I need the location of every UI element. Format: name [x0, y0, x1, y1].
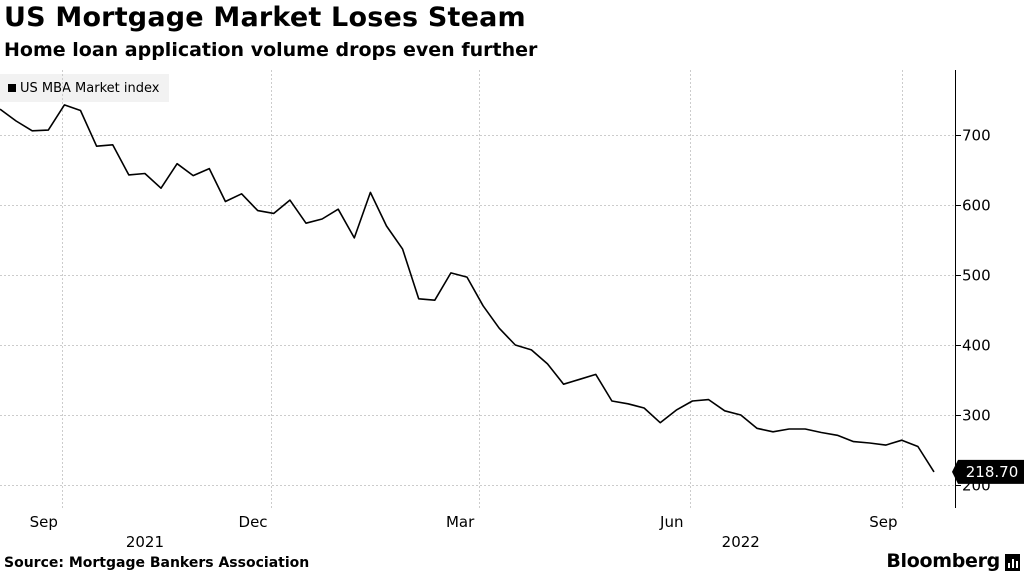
- last-value-label: 218.70: [966, 463, 1019, 481]
- legend-label: US MBA Market index: [20, 80, 160, 96]
- x-year-label: 2022: [722, 533, 760, 551]
- x-year-label: 2021: [126, 533, 164, 551]
- y-tick-label: 600: [962, 197, 991, 215]
- last-value-tag: [952, 459, 1024, 484]
- chart-title: US Mortgage Market Loses Steam: [4, 2, 526, 33]
- x-tick-label: Sep: [869, 513, 897, 531]
- y-tick-label: 400: [962, 337, 991, 355]
- x-tick-label: Dec: [239, 513, 268, 531]
- chart-subtitle: Home loan application volume drops even …: [4, 39, 538, 61]
- bloomberg-chart-icon: [1005, 554, 1020, 571]
- y-tick-label: 700: [962, 127, 991, 145]
- y-tick-label: 500: [962, 267, 991, 285]
- bloomberg-logo: Bloomberg: [886, 550, 1000, 572]
- source-note: Source: Mortgage Bankers Association: [4, 555, 310, 571]
- series-line: [0, 104, 935, 473]
- y-tick-label: 300: [962, 407, 991, 425]
- x-tick-label: Mar: [446, 513, 475, 531]
- x-tick-label: Sep: [30, 513, 58, 531]
- x-tick-label: Jun: [659, 513, 683, 531]
- legend-swatch: [8, 84, 16, 92]
- legend: US MBA Market index: [0, 74, 170, 102]
